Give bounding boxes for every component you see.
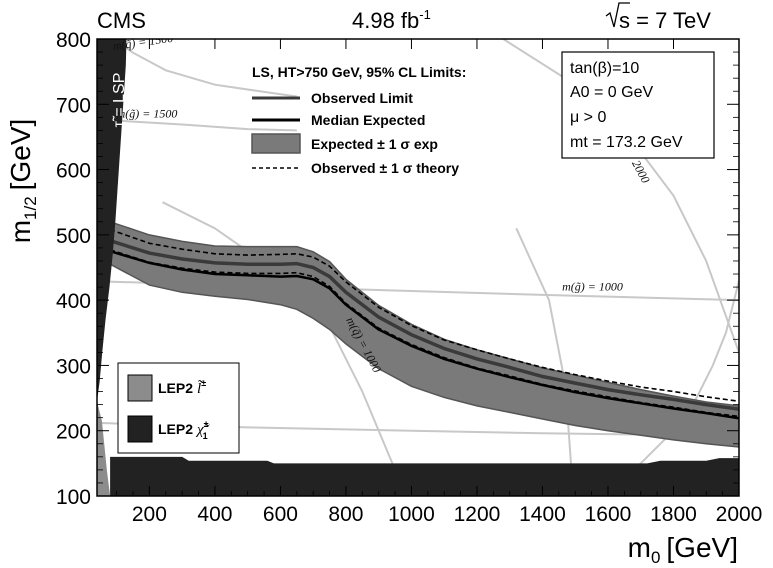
x-tick-label-400: 400	[197, 503, 232, 526]
contour-label-1: m(g̃) = 1500	[117, 106, 178, 120]
legend-entry-theory: Observed ± 1 σ theory	[311, 160, 459, 176]
theory-up-line	[109, 228, 739, 403]
parameter-box-frame	[561, 51, 715, 159]
y-axis-unit: [GeV]	[5, 119, 36, 191]
excluded-regions	[97, 39, 739, 496]
legend-entry-band: Expected ± 1 σ exp	[311, 136, 438, 152]
x-tick-label-1800: 1800	[650, 503, 697, 526]
param-a0: A0 = 0 GeV	[570, 84, 653, 101]
plot-frame	[96, 38, 740, 497]
lep-slepton-region	[97, 401, 111, 496]
x-tick-label-2000: 2000	[716, 503, 763, 526]
y-tick-label-700: 700	[56, 94, 91, 117]
lep-legend: LEP2 l̃± LEP2 χ̃± 1	[117, 362, 240, 454]
y-tick-label-300: 300	[56, 355, 91, 378]
contour-arc-0	[515, 227, 573, 477]
y-tick-label-200: 200	[56, 421, 91, 444]
stau-lsp-region	[97, 39, 127, 402]
param-mt: mt = 173.2 GeV	[570, 134, 683, 151]
y-tick-label-800: 800	[56, 29, 91, 52]
sqrt-icon	[605, 2, 630, 28]
x-axis-sub: 0	[651, 548, 660, 567]
lep-slepton-label: LEP2 l̃±	[158, 378, 206, 397]
y-axis-symbol: m	[5, 220, 36, 243]
x-tick-label-1600: 1600	[585, 503, 632, 526]
lep-chargino-region	[110, 456, 739, 496]
x-axis-symbol: m	[628, 532, 651, 563]
expected-band	[109, 220, 739, 448]
lep-slepton-swatch	[127, 374, 153, 402]
lep-chargino-label: LEP2 χ̃± 1	[158, 419, 210, 441]
x-axis-unit: [GeV]	[666, 532, 738, 563]
luminosity-label: 4.98 fb-1	[352, 7, 431, 33]
x-tick-label-1400: 1400	[519, 503, 566, 526]
param-tanbeta: tan(β)=10	[570, 60, 639, 77]
lep-chargino-swatch	[127, 415, 153, 443]
y-tick-label-600: 600	[56, 160, 91, 183]
legend: LS, HT>750 GeV, 95% CL Limits: Observed …	[251, 64, 466, 176]
x-tick-label-1000: 1000	[388, 503, 435, 526]
contour-label-3: m(g̃) = 1000	[562, 279, 623, 293]
y-tick-label-500: 500	[56, 225, 91, 248]
median-expected-line	[109, 250, 739, 420]
legend-entry-observed: Observed Limit	[311, 90, 413, 106]
band-area	[109, 220, 739, 448]
legend-swatch-band	[251, 133, 301, 154]
x-tick-label-200: 200	[132, 503, 167, 526]
x-tick-label-1200: 1200	[454, 503, 501, 526]
energy-label: s = 7 TeV	[605, 2, 711, 33]
contour-line-1	[116, 119, 297, 132]
x-tick-label-600: 600	[263, 503, 298, 526]
stau-lsp-label: τ̃ = LSP	[111, 73, 128, 128]
observed-limit-line	[109, 239, 739, 411]
contour-line-0	[112, 39, 297, 98]
y-tick-label-100: 100	[56, 486, 91, 509]
y-tick-label-400: 400	[56, 290, 91, 313]
legend-title: LS, HT>750 GeV, 95% CL Limits:	[252, 64, 466, 80]
y-axis-title: m1/2 [GeV]	[5, 119, 40, 244]
limit-lines	[109, 228, 739, 420]
theory-down-line	[109, 249, 739, 418]
experiment-label: CMS	[97, 8, 146, 33]
y-axis-sub: 1/2	[21, 196, 40, 220]
x-tick-label-800: 800	[328, 503, 363, 526]
svg-text:s = 7 TeV: s = 7 TeV	[619, 8, 711, 33]
param-mu: μ > 0	[570, 109, 606, 126]
axis-ticks: 200 400 600 800 1000 1200 1400 1600 1800 2000 100 2…	[56, 29, 762, 526]
x-axis-title: m0 [GeV]	[628, 532, 738, 567]
legend-entry-expected: Median Expected	[311, 112, 425, 128]
parameter-box: tan(β)=10 A0 = 0 GeV μ > 0 mt = 173.2 Ge…	[561, 51, 715, 159]
